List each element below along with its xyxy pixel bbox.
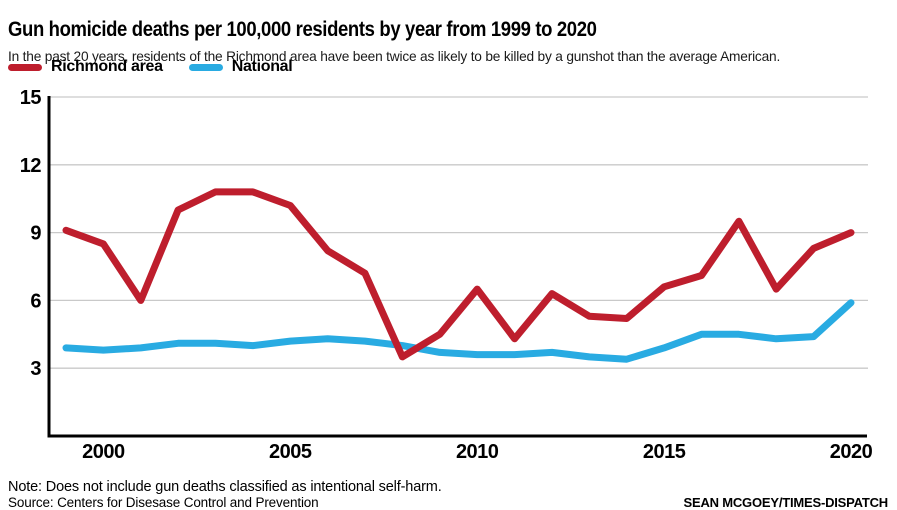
chart-legend: Richmond area National [8, 58, 293, 76]
line-chart: 3 6 9 12 15 2000 2005 2010 2015 2020 [20, 87, 873, 463]
x-tick-label-2015: 2015 [643, 441, 686, 463]
legend-item-richmond-area: Richmond area [8, 58, 163, 76]
x-tick-label-2010: 2010 [456, 441, 499, 463]
series-line-national [62, 299, 855, 363]
y-tick-label-15: 15 [20, 87, 42, 109]
legend-label-richmond-area: Richmond area [51, 58, 163, 75]
y-tick-label-12: 12 [20, 155, 42, 177]
chart-note: Note: Does not include gun deaths classi… [8, 478, 442, 495]
national-line-swatch-icon [188, 63, 223, 71]
axis-lines [47, 96, 867, 438]
legend-label-national: National [231, 58, 293, 75]
page-title: Gun homicide deaths per 100,000 resident… [8, 18, 597, 42]
y-tick-label-9: 9 [30, 223, 41, 245]
x-tick-label-2020: 2020 [830, 441, 873, 463]
x-tick-label-2005: 2005 [269, 441, 312, 463]
chart-credit: SEAN MCGOEY/TIMES-DISPATCH [683, 495, 889, 510]
y-tick-label-6: 6 [30, 290, 41, 312]
chart-subtitle: In the past 20 years, residents of the R… [8, 48, 781, 64]
richmond-area-line-swatch-icon [8, 63, 42, 71]
series-line-richmond-area [62, 188, 855, 361]
y-tick-label-3: 3 [30, 358, 41, 380]
legend-item-national: National [188, 58, 293, 76]
chart-source: Source: Centers for Disesase Control and… [8, 494, 319, 510]
x-tick-label-2000: 2000 [82, 441, 125, 463]
